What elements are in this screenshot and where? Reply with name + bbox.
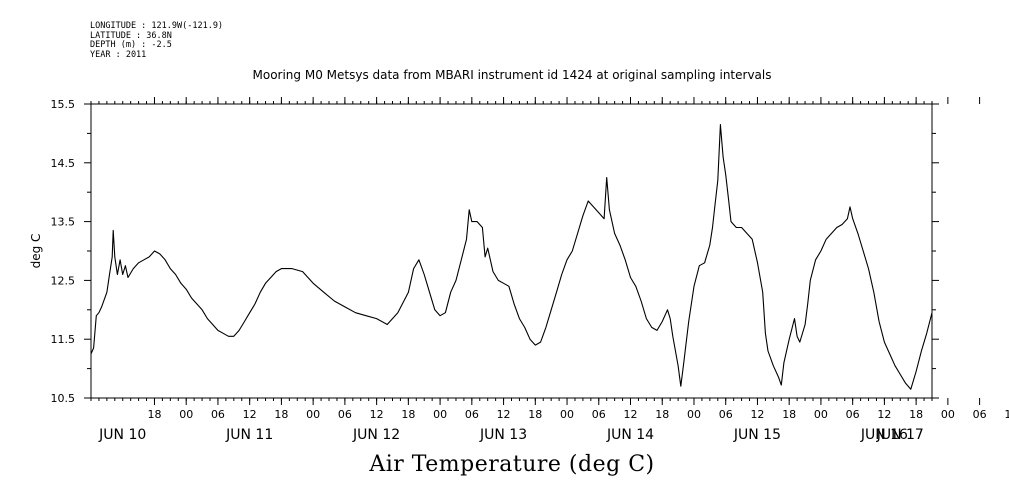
x-hour-label: 06 xyxy=(338,408,352,421)
chart-title: Mooring M0 Metsys data from MBARI instru… xyxy=(252,68,772,82)
x-hour-label: 06 xyxy=(465,408,479,421)
x-hour-label: 18 xyxy=(274,408,288,421)
longitude-label: LONGITUDE : 121.9W(-121.9) xyxy=(90,21,224,31)
x-hour-label: 06 xyxy=(592,408,606,421)
x-date-label: JUN 11 xyxy=(225,427,273,443)
x-hour-label: 18 xyxy=(147,408,161,421)
axes-group: 10.5 11.5 12.5 13.5 14.5 15.5 18 00 06 12 18 00 06 12… xyxy=(51,97,1009,443)
series-line xyxy=(90,124,933,390)
x-hour-label: 12 xyxy=(624,408,638,421)
series-group xyxy=(90,124,933,390)
x-hour-label: 00 xyxy=(687,408,701,421)
x-date-label: JUN 16 xyxy=(860,427,908,443)
y-tick-label: 12.5 xyxy=(51,274,76,287)
x-hour-label: 00 xyxy=(560,408,574,421)
y-tick-label: 10.5 xyxy=(51,392,76,405)
y-tick-label: 14.5 xyxy=(51,157,76,170)
latitude-label: LATITUDE : 36.8N xyxy=(90,30,172,41)
x-hour-label: 06 xyxy=(973,408,987,421)
x-hour-label: 18 xyxy=(401,408,415,421)
x-hour-label: 18 xyxy=(655,408,669,421)
x-hour-label: 12 xyxy=(1004,408,1009,421)
x-hour-label: 18 xyxy=(909,408,923,421)
x-hour-label: 06 xyxy=(846,408,860,421)
y-tick-label: 15.5 xyxy=(51,98,76,111)
y-axis-label: deg C xyxy=(29,234,43,269)
x-date-label: JUN 14 xyxy=(606,427,654,443)
x-date-label: JUN 15 xyxy=(733,427,781,443)
x-hour-label: 06 xyxy=(211,408,225,421)
x-hour-label: 12 xyxy=(243,408,257,421)
y-tick-label: 13.5 xyxy=(51,216,76,229)
x-date-label: JUN 13 xyxy=(479,427,527,443)
x-hour-label: 00 xyxy=(814,408,828,421)
plot-frame xyxy=(90,103,933,399)
x-hour-label: 12 xyxy=(750,408,764,421)
x-hour-label: 18 xyxy=(528,408,542,421)
x-hour-label: 00 xyxy=(433,408,447,421)
x-hour-label: 06 xyxy=(719,408,733,421)
x-hour-label: 00 xyxy=(306,408,320,421)
x-hour-label: 18 xyxy=(782,408,796,421)
x-axis-title: Air Temperature (deg C) xyxy=(369,452,655,477)
x-hour-label: 00 xyxy=(941,408,955,421)
x-hour-label: 12 xyxy=(497,408,511,421)
metadata-block: LONGITUDE : 121.9W(-121.9) LATITUDE : 36… xyxy=(90,21,224,60)
year-label: YEAR : 2011 xyxy=(90,49,147,60)
x-date-label: JUN 12 xyxy=(352,427,400,443)
depth-label: DEPTH (m) : -2.5 xyxy=(90,40,172,51)
x-hour-label: 12 xyxy=(370,408,384,421)
x-date-label: JUN 10 xyxy=(98,427,146,443)
x-hour-label: 00 xyxy=(179,408,193,421)
y-tick-label: 11.5 xyxy=(51,333,76,346)
x-hour-label: 12 xyxy=(877,408,891,421)
x-date-label: JUN 17 xyxy=(876,427,924,443)
